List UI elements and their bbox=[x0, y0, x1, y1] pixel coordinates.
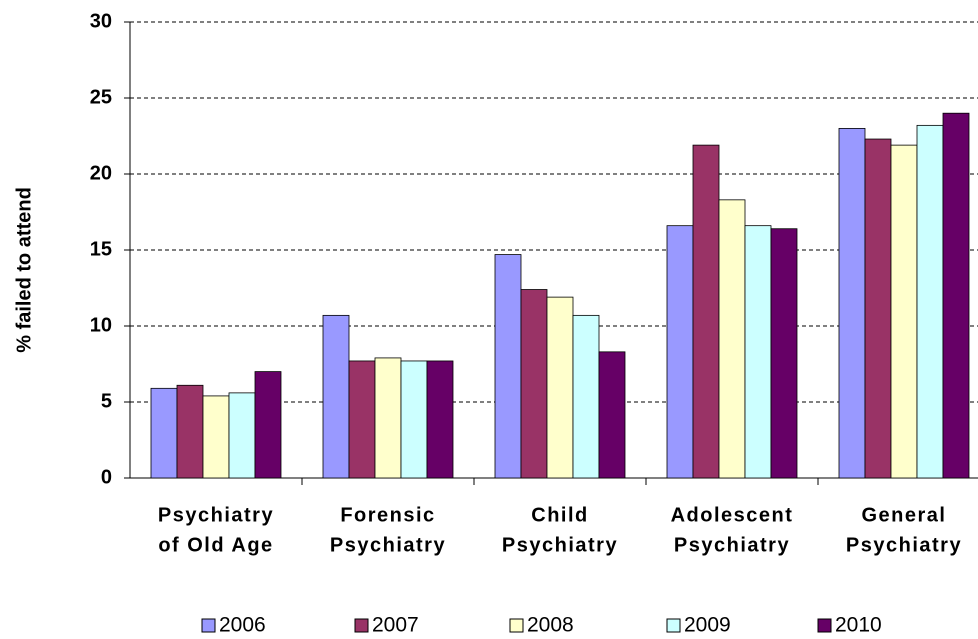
legend-swatch bbox=[201, 618, 216, 633]
bar bbox=[400, 360, 428, 479]
bar bbox=[916, 124, 944, 479]
bar bbox=[150, 387, 178, 479]
legend-swatch bbox=[509, 618, 524, 633]
x-tick-label: Psychiatry bbox=[846, 534, 962, 556]
bar bbox=[718, 199, 746, 479]
bar bbox=[228, 392, 256, 479]
bar bbox=[864, 138, 892, 479]
bar bbox=[426, 360, 454, 479]
bar bbox=[254, 371, 282, 479]
bar bbox=[890, 144, 918, 479]
x-tick-label: Psychiatry bbox=[158, 504, 274, 526]
x-tick-label: Psychiatry bbox=[330, 534, 446, 556]
y-tick-label: 0 bbox=[101, 466, 112, 488]
bar bbox=[666, 225, 694, 479]
y-tick-label: 25 bbox=[90, 86, 112, 108]
legend-label: 2010 bbox=[835, 614, 882, 637]
legend-swatch bbox=[666, 618, 681, 633]
bar bbox=[546, 296, 574, 479]
bar bbox=[202, 395, 230, 479]
legend-swatch bbox=[354, 618, 369, 633]
y-tick-label: 5 bbox=[101, 390, 112, 412]
bar bbox=[322, 314, 350, 479]
bar bbox=[520, 289, 548, 479]
legend-label: 2008 bbox=[527, 614, 574, 637]
bar bbox=[374, 357, 402, 479]
bar bbox=[598, 351, 626, 479]
y-tick-label: 30 bbox=[90, 10, 112, 32]
x-tick-label: of Old Age bbox=[158, 534, 273, 556]
y-tick-label: 20 bbox=[90, 162, 112, 184]
legend-swatch bbox=[817, 618, 832, 633]
x-tick-label: General bbox=[862, 504, 947, 526]
bar bbox=[348, 360, 376, 479]
y-tick-label: 10 bbox=[90, 314, 112, 336]
x-tick-label: Psychiatry bbox=[674, 534, 790, 556]
bar bbox=[176, 384, 204, 479]
y-axis-label: % failed to attend bbox=[13, 187, 35, 353]
bar bbox=[494, 254, 522, 479]
bar bbox=[744, 225, 772, 479]
legend-label: 2009 bbox=[684, 614, 731, 637]
legend-label: 2006 bbox=[219, 614, 266, 637]
bar bbox=[838, 127, 866, 479]
x-tick-label: Forensic bbox=[340, 504, 435, 526]
x-tick-label: Adolescent bbox=[671, 504, 794, 526]
bar bbox=[942, 112, 970, 479]
bar bbox=[572, 314, 600, 479]
bar bbox=[692, 144, 720, 479]
legend-label: 2007 bbox=[372, 614, 419, 637]
x-tick-label: Psychiatry bbox=[502, 534, 618, 556]
bar bbox=[770, 228, 798, 479]
y-tick-label: 15 bbox=[90, 238, 112, 260]
x-tick-label: Child bbox=[531, 504, 589, 526]
